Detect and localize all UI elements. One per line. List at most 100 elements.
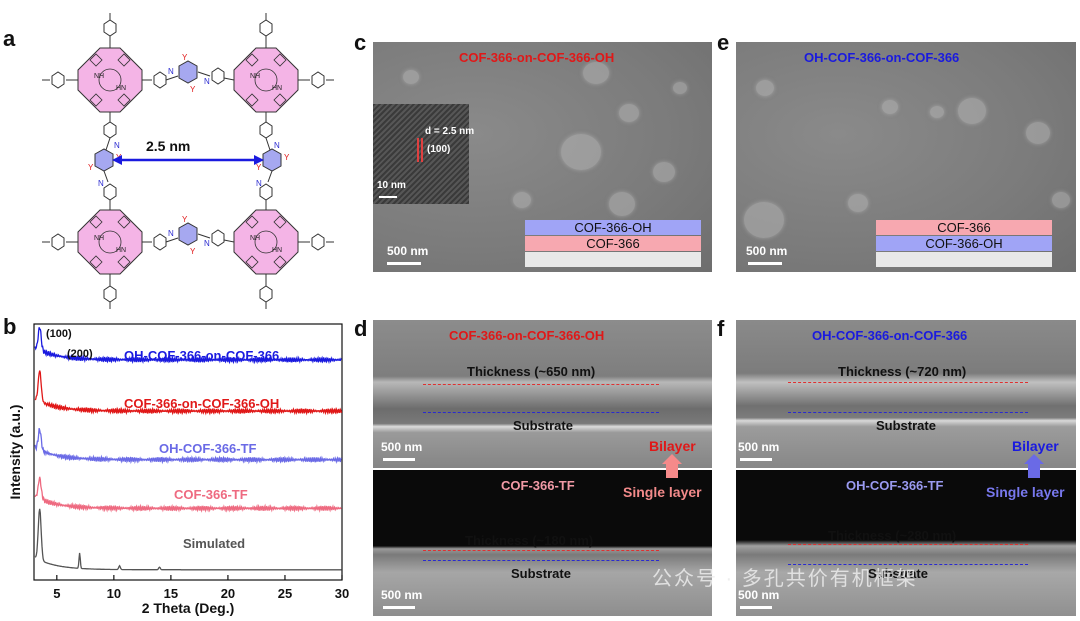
scale-bar-top-d xyxy=(383,458,415,461)
crosssection-top-f xyxy=(736,320,1076,468)
thickness-label-top-f: Thickness (~720 nm) xyxy=(838,364,967,379)
substrate-layer xyxy=(876,252,1052,267)
svg-text:N: N xyxy=(114,141,120,150)
porphyrin-bottom-right xyxy=(233,209,299,275)
svg-text:Y: Y xyxy=(190,247,196,256)
panel-f-title: OH-COF-366-on-COF-366 xyxy=(812,328,968,343)
x-tick-label: 5 xyxy=(53,586,60,601)
porphyrin-bottom-left xyxy=(77,209,143,275)
svg-text:Y: Y xyxy=(190,85,196,94)
single-layer-label-f: Single layer xyxy=(986,484,1065,500)
single-layer-label-d: Single layer xyxy=(623,484,702,500)
svg-text:N: N xyxy=(98,179,104,188)
svg-text:NH: NH xyxy=(250,73,260,80)
svg-text:NH: NH xyxy=(94,73,104,80)
svg-text:Y: Y xyxy=(88,163,94,172)
sem-image-c: COF-366-on-COF-366-OH d = 2.5 nm (100) 1… xyxy=(373,42,712,272)
y-axis-label: Intensity (a.u.) xyxy=(7,405,23,500)
svg-text:N: N xyxy=(168,229,174,238)
bottom-title-f: OH-COF-366-TF xyxy=(846,478,944,493)
sem-image-e: OH-COF-366-on-COF-366 COF-366 COF-366-OH… xyxy=(736,42,1076,272)
layer-bottom: COF-366 xyxy=(525,236,701,251)
svg-text:N: N xyxy=(256,179,262,188)
panel-e-letter: e xyxy=(717,30,730,55)
xrd-chart: 5 10 15 20 25 30 2 Theta (Deg.) Intensity (a.… xyxy=(7,323,349,616)
svg-text:N: N xyxy=(204,77,210,86)
svg-text:Y: Y xyxy=(182,53,188,62)
panel-f-letter: f xyxy=(717,316,725,341)
series-line-2 xyxy=(34,428,342,465)
svg-text:N: N xyxy=(274,141,280,150)
scale-bar-top-f xyxy=(740,458,772,461)
svg-text:NH: NH xyxy=(94,235,104,242)
crosssection-top-d xyxy=(373,320,712,468)
layer-schematic-e: COF-366 COF-366-OH xyxy=(876,218,1052,267)
scale-label-c: 500 nm xyxy=(387,244,429,258)
scale-label-top-d: 500 nm xyxy=(381,440,423,454)
thickness-label-bottom-f: Thickness (~280 nm) xyxy=(828,528,957,543)
substrate-label-top-d: Substrate xyxy=(513,418,573,433)
x-axis-label: 2 Theta (Deg.) xyxy=(142,600,235,616)
svg-text:Y: Y xyxy=(284,153,290,162)
inset-d-spacing: d = 2.5 nm xyxy=(425,126,475,137)
panel-b-letter: b xyxy=(3,314,17,339)
series-label-cof-366-tf: COF-366-TF xyxy=(174,487,248,502)
svg-text:N: N xyxy=(204,239,210,248)
scale-bar-e xyxy=(748,262,782,265)
series-line-0 xyxy=(34,327,342,365)
panel-c-title: COF-366-on-COF-366-OH xyxy=(459,50,615,65)
scale-bar-bottom-d xyxy=(383,606,415,609)
porphyrin-top-right xyxy=(233,47,299,113)
svg-text:Y: Y xyxy=(256,163,262,172)
x-tick-label: 30 xyxy=(335,586,349,601)
scale-label-bottom-d: 500 nm xyxy=(381,588,423,602)
porphyrin-top-left xyxy=(77,47,143,113)
panel-d-letter: d xyxy=(354,316,368,341)
series-line-3 xyxy=(34,476,342,513)
distance-arrow xyxy=(112,155,264,165)
scale-label-top-f: 500 nm xyxy=(738,440,780,454)
svg-text:Y: Y xyxy=(182,215,188,224)
bilayer-label-f: Bilayer xyxy=(1012,438,1059,454)
cof-structure-diagram: NH HN NH HN NH HN NH HN N N N N xyxy=(42,13,334,309)
substrate-label-top-f: Substrate xyxy=(876,418,936,433)
plot-frame xyxy=(33,323,343,581)
svg-text:HN: HN xyxy=(272,247,282,254)
series-label-oh-cof-366-tf: OH-COF-366-TF xyxy=(159,441,257,456)
svg-text:HN: HN xyxy=(116,85,126,92)
substrate-label-bottom-d: Substrate xyxy=(511,566,571,581)
scale-label-bottom-f: 500 nm xyxy=(738,588,780,602)
layer-top: COF-366 xyxy=(876,220,1052,235)
bilayer-label-d: Bilayer xyxy=(649,438,696,454)
watermark: 公众号 · 多孔共价有机框架 xyxy=(652,568,918,590)
scale-bar-c xyxy=(387,262,421,265)
peak-200-label: (200) xyxy=(67,348,93,360)
peak-100-label: (100) xyxy=(46,328,72,340)
panel-e-title: OH-COF-366-on-COF-366 xyxy=(804,50,960,65)
bottom-title-d: COF-366-TF xyxy=(501,478,575,493)
series-line-1 xyxy=(34,370,343,416)
substrate-layer xyxy=(525,252,701,267)
layer-schematic-c: COF-366-OH COF-366 xyxy=(525,218,701,267)
sem-crosssection-f: OH-COF-366-on-COF-366 Thickness (~720 nm… xyxy=(736,320,1076,616)
hrtem-inset: d = 2.5 nm (100) 10 nm xyxy=(373,104,474,204)
crosssection-bottom-d xyxy=(373,470,712,616)
series-label-cof-366-on-cof-366-oh: COF-366-on-COF-366-OH xyxy=(124,396,280,411)
substrate-label-bottom-f: Substrate xyxy=(868,566,928,581)
thickness-label-bottom-d: Thickness (~180 nm) xyxy=(465,533,594,548)
sem-crosssection-d: COF-366-on-COF-366-OH Thickness (~650 nm… xyxy=(373,320,712,616)
up-arrow-stem-f xyxy=(1028,464,1040,478)
svg-text:N: N xyxy=(168,67,174,76)
inset-hkl: (100) xyxy=(427,144,451,155)
inset-scale-bar xyxy=(379,196,397,198)
scale-label-e: 500 nm xyxy=(746,244,788,258)
layer-bottom: COF-366-OH xyxy=(876,236,1052,251)
x-tick-label: 25 xyxy=(278,586,292,601)
thickness-label-top-d: Thickness (~650 nm) xyxy=(467,364,596,379)
svg-text:NH: NH xyxy=(250,235,260,242)
panel-a-letter: a xyxy=(3,26,16,51)
panel-c-letter: c xyxy=(354,30,367,55)
svg-text:HN: HN xyxy=(272,85,282,92)
inset-scale-label: 10 nm xyxy=(377,180,406,191)
distance-label: 2.5 nm xyxy=(146,138,191,154)
